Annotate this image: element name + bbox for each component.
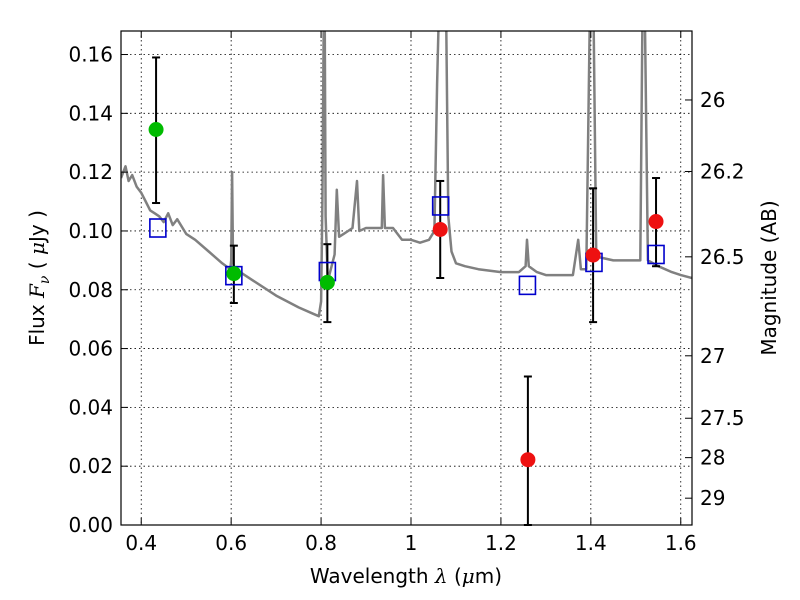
y-axis-ticks: 0.00 0.02 0.04 0.06 0.08 0.10 0.12 0.14 0.16 bbox=[68, 43, 128, 537]
y2-axis-ticks: 26 26.2 26.5 27 27.5 28 29 bbox=[685, 88, 745, 510]
y-tick-label: 0.02 bbox=[68, 454, 113, 478]
model-flux-square bbox=[149, 218, 167, 238]
y2-tick-label: 26 bbox=[700, 88, 725, 112]
x-tick-label: 0.8 bbox=[305, 531, 337, 555]
y-tick-label: 0.06 bbox=[68, 337, 113, 361]
x-axis-ticks: 0.4 0.6 0.8 1 1.2 1.4 1.6 bbox=[125, 31, 697, 555]
y-tick-label: 0.04 bbox=[68, 395, 113, 419]
y-tick-label: 0.00 bbox=[68, 513, 113, 537]
model-flux-square bbox=[647, 244, 665, 265]
y-tick-label: 0.08 bbox=[68, 278, 113, 302]
plot-frame bbox=[120, 30, 693, 526]
x-axis-title: Wavelength λ (μm) bbox=[310, 564, 502, 588]
observed-flux-point bbox=[226, 266, 242, 282]
error-bars bbox=[152, 56, 661, 526]
grid bbox=[121, 31, 692, 526]
model-flux-square bbox=[518, 275, 537, 296]
observed-flux-point bbox=[520, 452, 536, 468]
y-tick-label: 0.12 bbox=[68, 160, 113, 184]
observed-flux-point bbox=[148, 122, 164, 138]
y2-tick-label: 26.5 bbox=[700, 245, 745, 269]
y-tick-label: 0.16 bbox=[68, 43, 113, 67]
y-axis-title: Flux Fν ( μJy ) bbox=[25, 210, 53, 346]
x-tick-label: 1.4 bbox=[575, 531, 607, 555]
y2-tick-label: 27.5 bbox=[700, 406, 745, 430]
x-tick-label: 0.6 bbox=[215, 531, 247, 555]
model-flux-square bbox=[431, 196, 450, 216]
x-tick-label: 1.2 bbox=[485, 531, 517, 555]
x-tick-label: 0.4 bbox=[125, 531, 157, 555]
observed-flux-point bbox=[585, 247, 601, 263]
observed-flux-point bbox=[319, 274, 335, 290]
x-tick-label: 1 bbox=[405, 531, 418, 555]
y2-axis-title: Magnitude (AB) bbox=[757, 200, 781, 355]
observed-flux-point bbox=[648, 214, 664, 230]
x-tick-label: 1.6 bbox=[665, 531, 697, 555]
y-tick-label: 0.10 bbox=[68, 219, 113, 243]
observed-flux-point bbox=[432, 221, 448, 237]
y2-tick-label: 29 bbox=[700, 486, 725, 510]
y2-tick-label: 26.2 bbox=[700, 159, 745, 183]
y-tick-label: 0.14 bbox=[68, 101, 113, 125]
sed-model-curve bbox=[121, 31, 692, 318]
y2-tick-label: 27 bbox=[700, 344, 725, 368]
y2-tick-label: 28 bbox=[700, 446, 725, 470]
observed-fluxes bbox=[148, 122, 664, 468]
